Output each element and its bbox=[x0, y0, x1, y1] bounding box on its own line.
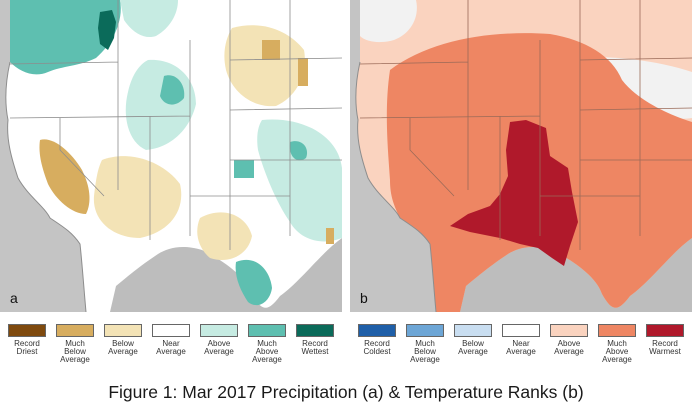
ocean-shading bbox=[350, 0, 436, 312]
legend-label: Below Average bbox=[458, 339, 488, 356]
legend-swatch bbox=[56, 324, 94, 337]
coastline bbox=[355, 61, 437, 312]
colorado-wet-spot bbox=[160, 75, 185, 105]
state-borders bbox=[9, 0, 342, 250]
dakota-dry-spot bbox=[262, 40, 280, 60]
legend-swatch bbox=[454, 324, 492, 337]
legend-swatch bbox=[104, 324, 142, 337]
legend-label: Record Coldest bbox=[363, 339, 391, 356]
southern-plains-wet bbox=[257, 119, 342, 242]
legend-label: Much Above Average bbox=[252, 339, 282, 364]
temperature-map-graphic bbox=[350, 0, 692, 312]
legend-item: Record Wettest bbox=[292, 324, 338, 356]
ocean-shading bbox=[0, 0, 86, 312]
legend-item: Record Driest bbox=[4, 324, 50, 356]
record-warm-region bbox=[450, 120, 578, 266]
legend-swatch bbox=[406, 324, 444, 337]
legend-swatch bbox=[646, 324, 684, 337]
gulf-coast-wet bbox=[235, 259, 272, 306]
legend-label: Much Below Average bbox=[410, 339, 440, 364]
northwest-wet-region bbox=[10, 0, 121, 75]
texas-wet-spot bbox=[289, 141, 308, 161]
legend-swatch bbox=[598, 324, 636, 337]
coastline bbox=[5, 61, 87, 312]
plains-dry bbox=[224, 25, 305, 107]
legend-label: Above Average bbox=[554, 339, 584, 356]
legend-label: Below Average bbox=[108, 339, 138, 356]
legend-swatch bbox=[8, 324, 46, 337]
panel-letter-b: b bbox=[360, 290, 368, 306]
legend-item: Above Average bbox=[546, 324, 592, 356]
legend-label: Near Average bbox=[156, 339, 186, 356]
legend-label: Above Average bbox=[204, 339, 234, 356]
northwest-near-average bbox=[360, 0, 417, 43]
legend-item: Much Above Average bbox=[594, 324, 640, 364]
legend-swatch bbox=[200, 324, 238, 337]
figure-caption: Figure 1: Mar 2017 Precipitation (a) & T… bbox=[108, 382, 584, 402]
texas-dry bbox=[197, 212, 252, 260]
legend-item: Below Average bbox=[100, 324, 146, 356]
legend-item: Above Average bbox=[196, 324, 242, 356]
temperature-legend: Record Coldest Much Below Average Below … bbox=[354, 324, 690, 372]
arkansas-dry-spot bbox=[326, 228, 334, 244]
minnesota-dry-spot bbox=[298, 58, 308, 86]
legend-label: Near Average bbox=[506, 339, 536, 356]
north-central-wet bbox=[120, 0, 178, 38]
precipitation-map: a bbox=[0, 0, 342, 312]
legend-item: Record Coldest bbox=[354, 324, 400, 356]
temperature-map: b bbox=[350, 0, 692, 312]
legend-item: Much Below Average bbox=[52, 324, 98, 364]
california-dry bbox=[39, 139, 90, 214]
legend-label: Record Warmest bbox=[649, 339, 681, 356]
legend-item: Much Above Average bbox=[244, 324, 290, 364]
legend-item: Below Average bbox=[450, 324, 496, 356]
legend-swatch bbox=[248, 324, 286, 337]
legend-swatch bbox=[550, 324, 588, 337]
legend-item: Near Average bbox=[498, 324, 544, 356]
legend-label: Record Wettest bbox=[301, 339, 329, 356]
legend-swatch bbox=[358, 324, 396, 337]
precipitation-legend: Record Driest Much Below Average Below A… bbox=[4, 324, 344, 372]
southwest-dry bbox=[93, 156, 182, 238]
legend-item: Record Warmest bbox=[642, 324, 688, 356]
panel-letter-a: a bbox=[10, 290, 18, 306]
state-borders bbox=[359, 0, 692, 250]
legend-label: Record Driest bbox=[14, 339, 40, 356]
legend-swatch bbox=[502, 324, 540, 337]
legend-item: Near Average bbox=[148, 324, 194, 356]
legend-swatch bbox=[296, 324, 334, 337]
legend-swatch bbox=[152, 324, 190, 337]
record-wet-spot bbox=[98, 10, 116, 50]
kansas-wet-spot bbox=[234, 160, 254, 178]
legend-label: Much Below Average bbox=[60, 339, 90, 364]
precipitation-map-graphic bbox=[0, 0, 342, 312]
legend-item: Much Below Average bbox=[402, 324, 448, 364]
legend-label: Much Above Average bbox=[602, 339, 632, 364]
